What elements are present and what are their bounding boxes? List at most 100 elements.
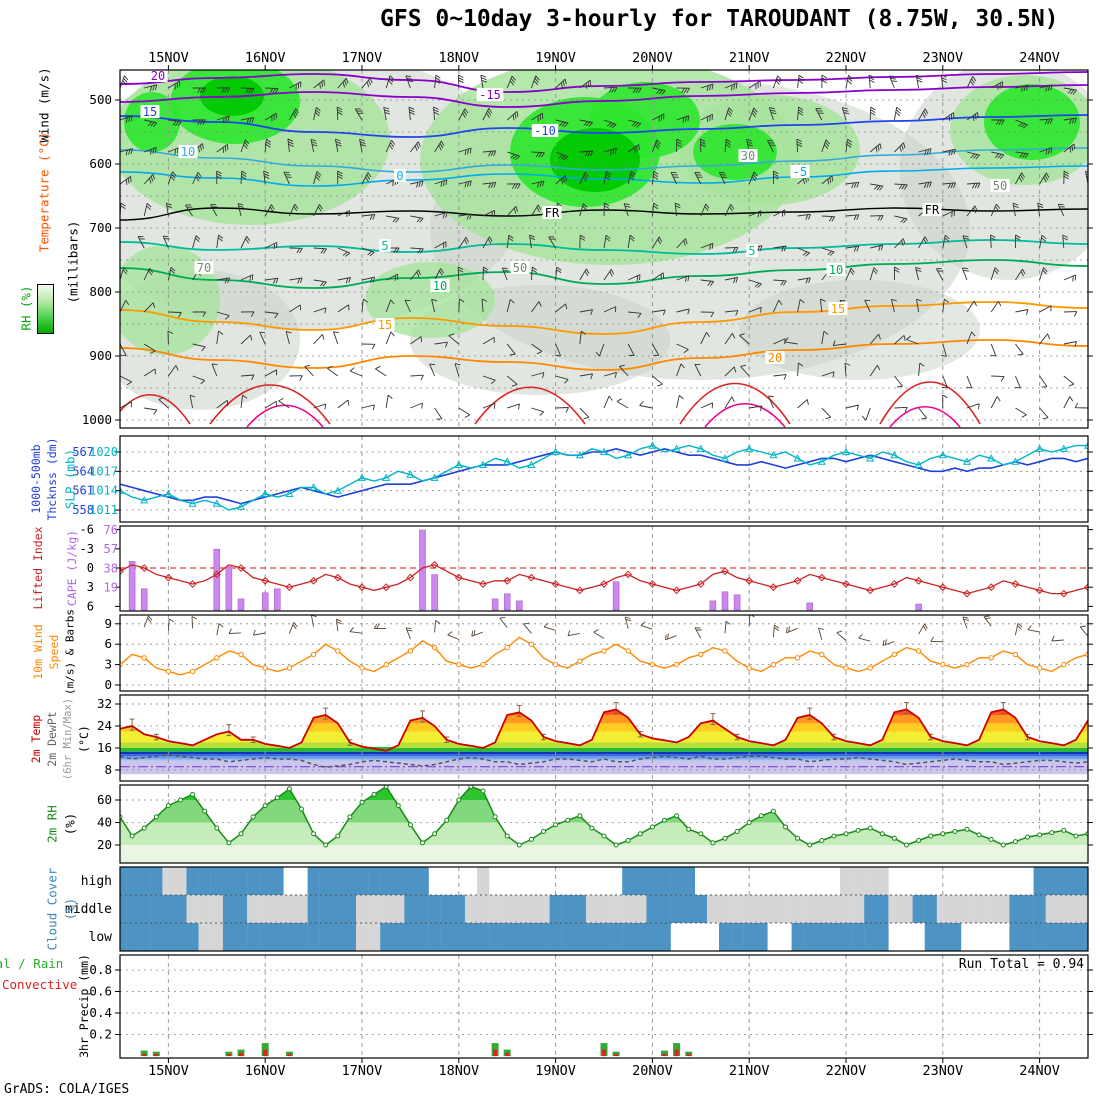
wind-barb [555, 266, 562, 281]
cape-bar [721, 591, 729, 611]
surface-wind-barb [191, 616, 198, 629]
wind-barb [240, 394, 248, 409]
wind-barb [385, 299, 395, 313]
contour-label: 70 [197, 261, 211, 275]
cloud-cell [682, 895, 695, 923]
wind-barb [1087, 344, 1088, 345]
cloud-cell [235, 923, 248, 951]
wind-barb [767, 139, 776, 153]
wind-barb [942, 182, 957, 189]
wind-barb [739, 333, 750, 345]
cross-section-border [119, 69, 1089, 429]
surface-wind-barb [447, 631, 459, 640]
surface-wind-barb [694, 627, 702, 639]
li-marker [333, 573, 342, 582]
pressure-tick-label: 600 [89, 156, 112, 171]
rh-shading-blob [984, 84, 1080, 160]
wind-barb [918, 362, 925, 377]
cloud-cell [186, 895, 199, 923]
surface-wind-barb [1027, 625, 1040, 633]
wind-barb [434, 407, 443, 420]
wind-barb [1039, 172, 1050, 185]
wind-barb [265, 241, 278, 250]
dewpoint-line [120, 754, 1088, 769]
cloud-cell [876, 895, 889, 923]
thickness-label-line1: 1000-500mb [29, 444, 43, 514]
surface-wind-barb [228, 628, 242, 634]
precip-convective-bar [674, 1049, 679, 1057]
cape-tick-label: 57 [104, 542, 118, 556]
cloud-cell [283, 923, 296, 951]
li-marker [120, 567, 124, 576]
wind-barb [918, 148, 932, 156]
wind-barb [962, 235, 970, 249]
wind10-marker [964, 661, 970, 668]
cloud-cell [319, 867, 332, 895]
temp-tick-label: 24 [97, 718, 112, 733]
wind-barb [555, 407, 569, 413]
wind-barb [120, 176, 132, 185]
wind-barb [285, 330, 292, 345]
wind-barb [264, 369, 278, 377]
x-axis-label-top: 21NOV [729, 50, 770, 66]
cloud-cell [343, 923, 357, 951]
wind-barb [434, 179, 448, 187]
contour-label-bg [790, 165, 810, 178]
rh-shading-blob [740, 280, 980, 380]
li-marker [358, 583, 366, 592]
slp-tick-label: 1017 [89, 464, 118, 478]
cloud-cell [392, 895, 405, 923]
slp-marker [357, 473, 367, 481]
wind-barb [724, 107, 733, 121]
rh2m-marker [891, 835, 897, 841]
rh2m-marker [795, 835, 801, 841]
wind-barb [454, 363, 461, 377]
wind-barb [699, 138, 706, 153]
wind-barb [120, 75, 129, 89]
cloud-cell [513, 895, 526, 923]
contour-label: 10 [433, 279, 447, 293]
wind-barb [507, 183, 521, 189]
surface-wind-barb [786, 626, 798, 634]
surface-wind-barb [434, 620, 441, 633]
pressure-tick-label: 800 [89, 284, 112, 299]
wind-barb [670, 171, 679, 185]
wind-barb [385, 75, 395, 89]
cloud-cell [513, 923, 526, 951]
wind-barb [821, 175, 834, 185]
wind-barb [349, 367, 363, 377]
cp5-group [120, 695, 1088, 781]
cloud-cell [985, 895, 998, 923]
lifted-index-axis-label: Lifted Index [31, 526, 45, 610]
wind-barb [434, 140, 445, 153]
cloud-cell [1057, 867, 1071, 895]
wind-barb [1039, 234, 1047, 249]
rh2m-marker [250, 814, 256, 820]
wind10-marker [528, 641, 535, 647]
contour-label: 10 [181, 145, 195, 159]
x-axis-label-top: 20NOV [632, 50, 673, 66]
wind10-marker [141, 655, 147, 661]
wind10-marker [794, 655, 801, 661]
rh2m-marker [456, 797, 462, 803]
wind-barb [773, 209, 786, 217]
cloud-cell [840, 895, 853, 923]
cloud-cell [1045, 923, 1058, 951]
contour-arc [209, 384, 331, 425]
wind-barb [216, 234, 224, 249]
cloud-cell [585, 895, 599, 923]
precip-convective-bar [263, 1049, 268, 1057]
cloud-cell [682, 867, 695, 895]
cloud-cell [973, 895, 986, 923]
cloud-cell [876, 923, 889, 951]
wind10-marker [1012, 651, 1019, 658]
wind-barb [991, 151, 1005, 160]
rh2m-marker [395, 803, 401, 809]
rh2m-marker [226, 840, 232, 846]
wind-barb [894, 406, 908, 413]
cloud-cell [198, 923, 211, 951]
cloud-cell [791, 895, 804, 923]
cloud-cell [368, 867, 381, 895]
wind-barb [797, 277, 811, 284]
cloud-cell [840, 923, 853, 951]
